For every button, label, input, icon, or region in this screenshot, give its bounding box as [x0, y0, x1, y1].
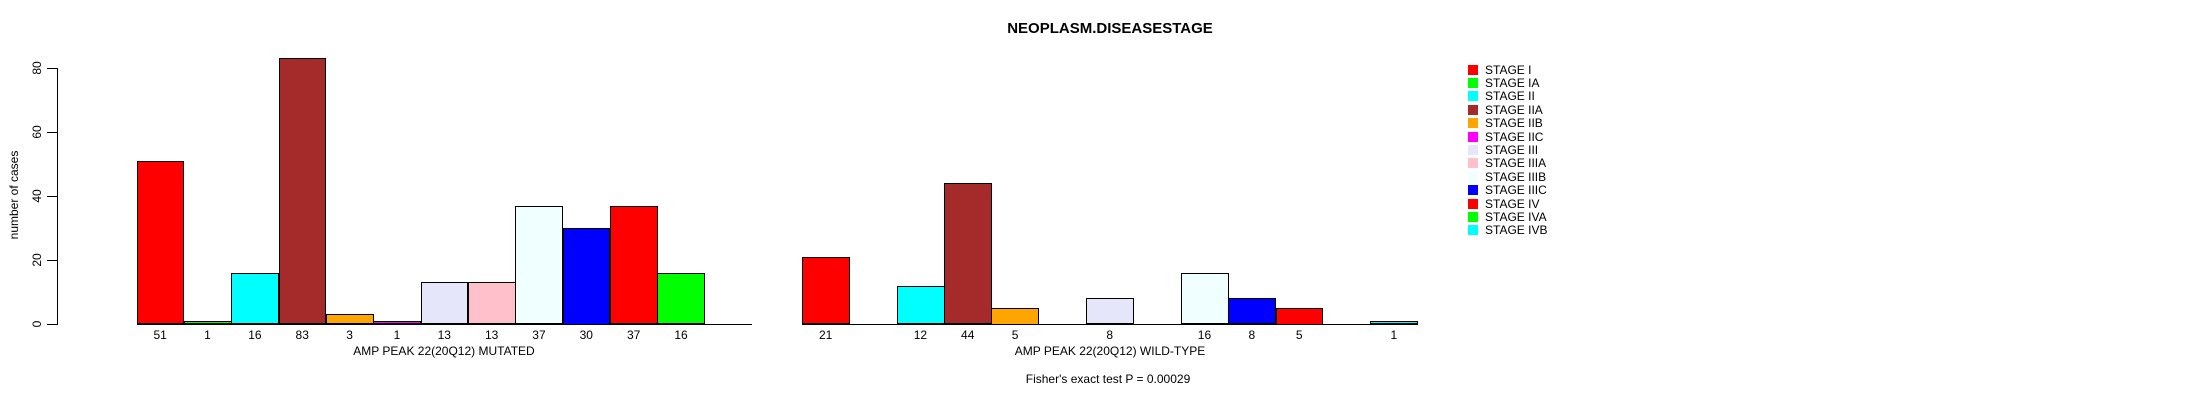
y-tick-label-80: 80 — [30, 61, 44, 75]
bar-group-0-stage-iia — [278, 58, 327, 325]
bar-group-0-stage-iv — [610, 205, 658, 325]
y-tick-label-20: 20 — [30, 253, 44, 267]
y-axis-line — [57, 67, 58, 325]
y-tick-mark — [47, 323, 57, 325]
bar-value-label-group-0-stage-iv: 37 — [626, 328, 641, 342]
bar-value-label-group-0-stage-iic: 1 — [393, 328, 401, 342]
y-tick-label-40: 40 — [30, 189, 44, 203]
legend-label-stage-iiib: STAGE IIIB — [1485, 169, 1547, 184]
bar-value-label-group-1-stage-ii: 12 — [913, 328, 928, 342]
bar-value-label-group-0-stage-ii: 16 — [248, 328, 262, 342]
chart-title: NEOPLASM.DISEASESTAGE — [1007, 20, 1213, 37]
legend-swatch-stage-iii — [1468, 144, 1478, 155]
legend-swatch-stage-iib — [1468, 118, 1478, 129]
x-axis-label-mutated: AMP PEAK 22(20Q12) MUTATED — [353, 344, 535, 358]
bar-group-0-stage-iva — [657, 272, 706, 325]
bar-group-0-stage-i — [136, 160, 185, 325]
bar-value-label-group-1-stage-iii: 8 — [1106, 328, 1114, 342]
bar-value-label-group-0-stage-iiic: 30 — [579, 328, 593, 342]
x-axis-label-wild-type: AMP PEAK 22(20Q12) WILD-TYPE — [1014, 344, 1206, 358]
legend-swatch-stage-iv — [1468, 198, 1478, 209]
bar-value-label-group-0-stage-iiib: 37 — [532, 328, 546, 342]
legend-label-stage-iiic: STAGE IIIC — [1485, 183, 1547, 198]
bar-value-label-group-1-stage-i: 21 — [818, 328, 833, 342]
bar-value-label-group-1-stage-iv: 5 — [1295, 328, 1303, 342]
bar-value-label-group-1-stage-iia: 44 — [961, 328, 975, 342]
legend-label-stage-iic: STAGE IIC — [1485, 129, 1544, 144]
legend-label-stage-ii: STAGE II — [1485, 89, 1535, 104]
fisher-test-annotation: Fisher's exact test P = 0.00029 — [1025, 372, 1191, 386]
bar-group-0-stage-iiia — [467, 282, 516, 325]
y-tick-label-60: 60 — [30, 125, 44, 139]
bar-value-label-group-0-stage-iva: 16 — [674, 328, 688, 342]
y-tick-mark — [47, 131, 57, 133]
bar-group-0-stage-iii — [420, 282, 469, 325]
bar-group-0-stage-ii — [231, 272, 280, 325]
legend-label-stage-iva: STAGE IVA — [1485, 209, 1547, 224]
legend-label-stage-iib: STAGE IIB — [1485, 116, 1543, 131]
legend-swatch-stage-i — [1468, 64, 1478, 75]
bar-value-label-group-1-stage-iiic: 8 — [1248, 328, 1256, 342]
bar-group-1-stage-iiic — [1228, 298, 1276, 325]
bar-group-0-stage-ia — [183, 320, 232, 325]
legend-swatch-stage-iiib — [1468, 171, 1478, 182]
bar-group-0-stage-iiib — [515, 205, 564, 325]
bar-value-label-group-1-stage-iib: 5 — [1011, 328, 1019, 342]
bar-value-label-group-0-stage-iiia: 13 — [484, 328, 499, 342]
legend-swatch-stage-ia — [1468, 77, 1478, 88]
legend-label-stage-iv: STAGE IV — [1485, 196, 1540, 211]
bar-group-1-stage-iia — [944, 183, 992, 325]
legend-label-stage-iiia: STAGE IIIA — [1485, 156, 1547, 171]
legend-swatch-stage-iiic — [1468, 185, 1478, 196]
legend-label-stage-ia: STAGE IA — [1485, 75, 1540, 90]
bar-group-1-stage-iiib — [1180, 272, 1229, 325]
y-tick-label-0: 0 — [30, 320, 44, 328]
legend-label-stage-i: STAGE I — [1485, 62, 1532, 77]
bar-group-0-stage-iib — [325, 314, 374, 325]
bar-group-1-stage-i — [802, 256, 850, 325]
legend-label-stage-iia: STAGE IIA — [1485, 102, 1543, 117]
legend-swatch-stage-ii — [1468, 91, 1478, 102]
y-tick-mark — [47, 259, 57, 261]
bar-value-label-group-0-stage-ia: 1 — [204, 328, 211, 342]
bar-group-1-stage-ii — [896, 285, 945, 325]
bar-value-label-group-0-stage-i: 51 — [153, 328, 167, 342]
legend-label-stage-ivb: STAGE IVB — [1485, 223, 1548, 238]
legend-swatch-stage-iva — [1468, 211, 1478, 222]
y-tick-mark — [47, 67, 57, 69]
legend-label-stage-iii: STAGE III — [1485, 142, 1539, 157]
bar-value-label-group-0-stage-iib: 3 — [346, 328, 353, 342]
bar-value-label-group-0-stage-iii: 13 — [437, 328, 451, 342]
bar-value-label-group-1-stage-iiib: 16 — [1197, 328, 1212, 342]
bar-group-1-stage-iv — [1275, 308, 1324, 325]
bar-group-0-stage-iiic — [562, 228, 611, 325]
bar-group-1-stage-iib — [991, 308, 1040, 325]
legend-swatch-stage-iiia — [1468, 158, 1478, 169]
legend-swatch-stage-iic — [1468, 131, 1478, 142]
bar-value-label-group-0-stage-iia: 83 — [295, 328, 309, 342]
bar-group-1-stage-iii — [1086, 298, 1134, 325]
bar-group-1-stage-ivb — [1370, 320, 1419, 325]
legend-swatch-stage-iia — [1468, 104, 1478, 115]
legend-swatch-stage-ivb — [1468, 225, 1478, 236]
y-tick-mark — [47, 195, 57, 197]
bar-group-0-stage-iic — [373, 320, 422, 325]
bar-value-label-group-1-stage-ivb: 1 — [1390, 328, 1398, 342]
